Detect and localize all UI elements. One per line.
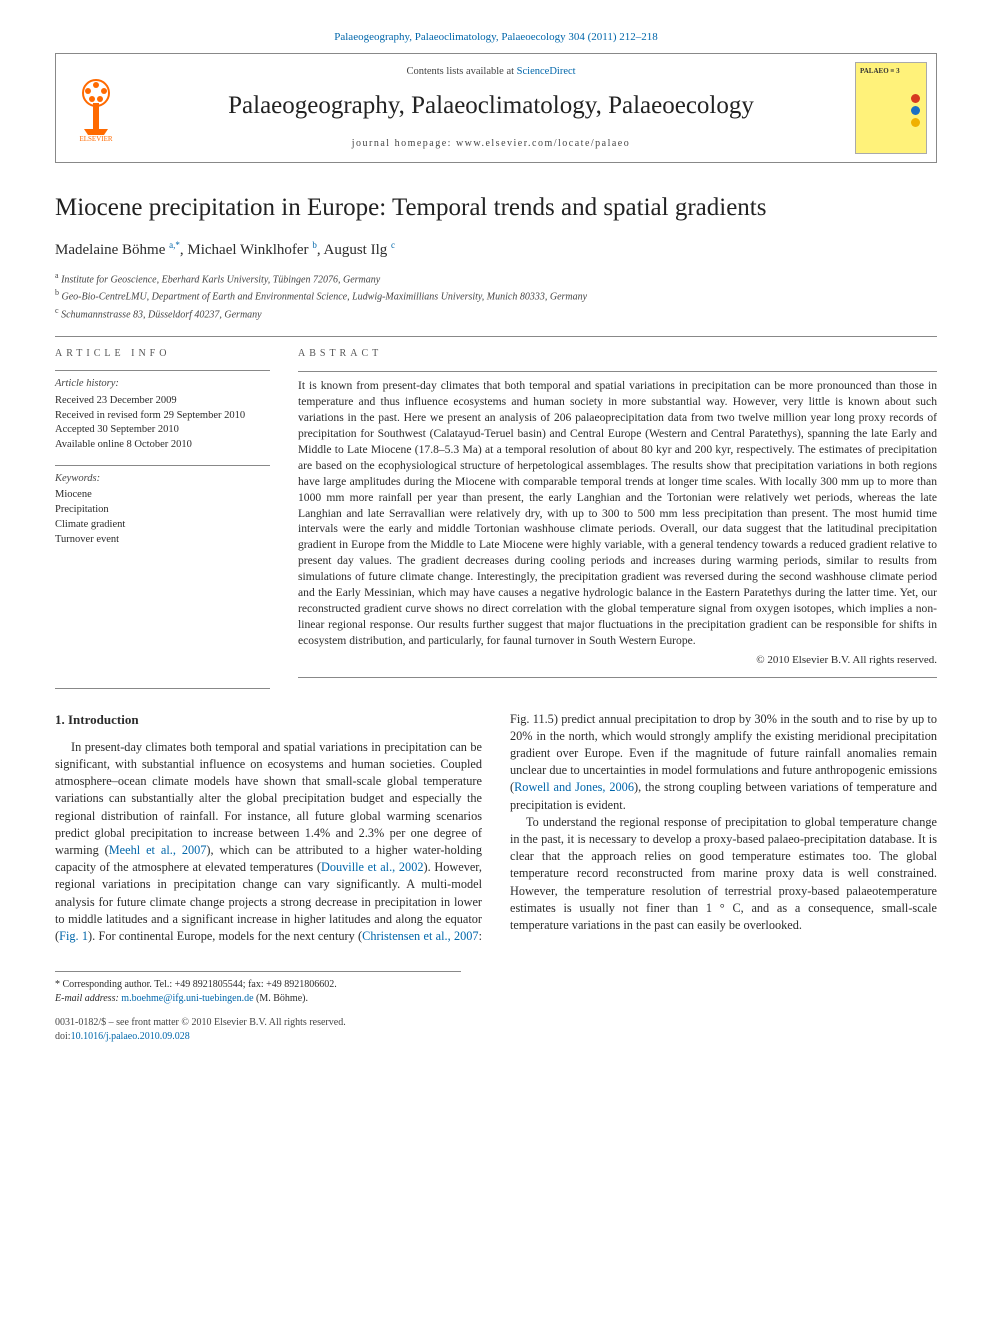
- divider: [55, 370, 270, 371]
- contents-available-line: Contents lists available at ScienceDirec…: [146, 65, 836, 79]
- citation-link[interactable]: Rowell and Jones, 2006: [514, 780, 634, 794]
- corresponding-email-line: E-mail address: m.boehme@ifg.uni-tuebing…: [55, 992, 461, 1006]
- abstract-text: It is known from present-day climates th…: [298, 378, 937, 650]
- journal-homepage-line: journal homepage: www.elsevier.com/locat…: [146, 137, 836, 151]
- journal-cover-thumbnail: PALAEO ≡ 3: [855, 62, 927, 154]
- journal-cover-cell: PALAEO ≡ 3: [846, 54, 936, 162]
- history-line: Received 23 December 2009: [55, 394, 270, 409]
- keyword: Climate gradient: [55, 518, 270, 533]
- cover-dot: [911, 118, 920, 127]
- divider: [298, 677, 937, 678]
- author: Madelaine Böhme a,*: [55, 242, 180, 258]
- info-abstract-row: ARTICLE INFO Article history: Received 2…: [55, 347, 937, 684]
- history-line: Received in revised form 29 September 20…: [55, 409, 270, 424]
- article-info-column: ARTICLE INFO Article history: Received 2…: [55, 347, 270, 684]
- affil-mark: a: [55, 271, 59, 280]
- journal-header-center: Contents lists available at ScienceDirec…: [136, 57, 846, 158]
- corresponding-author-line: * Corresponding author. Tel.: +49 892180…: [55, 978, 461, 992]
- author-affil-mark: b: [312, 240, 317, 250]
- affil-text: Institute for Geoscience, Eberhard Karls…: [61, 274, 380, 285]
- author-affil-mark: a,*: [169, 240, 180, 250]
- journal-name: Palaeogeography, Palaeoclimatology, Pala…: [146, 89, 836, 123]
- history-line: Available online 8 October 2010: [55, 438, 270, 453]
- affil-mark: b: [55, 288, 59, 297]
- publisher-logo-cell: ELSEVIER: [56, 54, 136, 162]
- author-name: Madelaine Böhme: [55, 242, 165, 258]
- cover-label: PALAEO ≡ 3: [860, 67, 900, 76]
- figure-link[interactable]: Fig. 1: [59, 929, 88, 943]
- homepage-url: www.elsevier.com/locate/palaeo: [456, 138, 630, 149]
- body-paragraph: To understand the regional response of p…: [510, 814, 937, 934]
- front-matter-line: 0031-0182/$ – see front matter © 2010 El…: [55, 1016, 937, 1044]
- author: August Ilg c: [324, 242, 396, 258]
- journal-reference: Palaeogeography, Palaeoclimatology, Pala…: [55, 30, 937, 45]
- cover-dot: [911, 94, 920, 103]
- abstract-column: ABSTRACT It is known from present-day cl…: [298, 347, 937, 684]
- affiliation: c Schumannstrasse 83, Düsseldorf 40237, …: [55, 305, 937, 322]
- article-history-block: Article history: Received 23 December 20…: [55, 377, 270, 452]
- affil-text: Schumannstrasse 83, Düsseldorf 40237, Ge…: [61, 309, 262, 320]
- doi-link[interactable]: 10.1016/j.palaeo.2010.09.028: [71, 1031, 190, 1042]
- abstract-heading: ABSTRACT: [298, 347, 937, 361]
- keywords-label: Keywords:: [55, 472, 270, 487]
- doi-label: doi:: [55, 1031, 71, 1042]
- abstract-copyright: © 2010 Elsevier B.V. All rights reserved…: [298, 653, 937, 668]
- author-affil-mark: c: [391, 240, 395, 250]
- elsevier-tree-logo: ELSEVIER: [66, 73, 126, 143]
- citation-link[interactable]: Meehl et al., 2007: [109, 843, 207, 857]
- article-history-label: Article history:: [55, 377, 270, 392]
- body-text: In present-day climates both temporal an…: [55, 740, 482, 857]
- keyword: Turnover event: [55, 533, 270, 548]
- svg-text:ELSEVIER: ELSEVIER: [79, 135, 112, 143]
- journal-header: ELSEVIER Contents lists available at Sci…: [55, 53, 937, 163]
- affiliation: b Geo-Bio-CentreLMU, Department of Earth…: [55, 287, 937, 304]
- author-name: Michael Winklhofer: [187, 242, 308, 258]
- journal-reference-link[interactable]: Palaeogeography, Palaeoclimatology, Pala…: [334, 31, 658, 43]
- author: Michael Winklhofer b: [187, 242, 316, 258]
- author-list: Madelaine Böhme a,*, Michael Winklhofer …: [55, 239, 937, 260]
- section-heading-introduction: 1. Introduction: [55, 711, 482, 729]
- affiliation: a Institute for Geoscience, Eberhard Kar…: [55, 270, 937, 287]
- contents-available-text: Contents lists available at: [406, 66, 516, 77]
- keywords-block: Keywords: Miocene Precipitation Climate …: [55, 472, 270, 547]
- divider: [55, 688, 270, 689]
- body-columns: 1. Introduction In present-day climates …: [55, 711, 937, 946]
- email-suffix: (M. Böhme).: [256, 993, 308, 1004]
- article-title: Miocene precipitation in Europe: Tempora…: [55, 191, 937, 225]
- sciencedirect-link[interactable]: ScienceDirect: [517, 66, 576, 77]
- corresponding-author-footnote: * Corresponding author. Tel.: +49 892180…: [55, 971, 461, 1006]
- affil-mark: c: [55, 306, 59, 315]
- doi-line: doi:10.1016/j.palaeo.2010.09.028: [55, 1030, 937, 1044]
- divider: [55, 336, 937, 337]
- article-info-heading: ARTICLE INFO: [55, 347, 270, 361]
- email-label: E-mail address:: [55, 993, 119, 1004]
- body-text: ). For continental Europe, models for th…: [88, 929, 362, 943]
- affil-text: Geo-Bio-CentreLMU, Department of Earth a…: [62, 292, 588, 303]
- affiliation-list: a Institute for Geoscience, Eberhard Kar…: [55, 270, 937, 322]
- citation-link[interactable]: Christensen et al., 2007: [362, 929, 478, 943]
- author-name: August Ilg: [324, 242, 388, 258]
- history-line: Accepted 30 September 2010: [55, 423, 270, 438]
- keyword: Precipitation: [55, 503, 270, 518]
- citation-link[interactable]: Douville et al., 2002: [321, 860, 424, 874]
- keyword: Miocene: [55, 488, 270, 503]
- cover-dots: [911, 91, 920, 130]
- email-link[interactable]: m.boehme@ifg.uni-tuebingen.de: [121, 993, 253, 1004]
- divider: [298, 371, 937, 372]
- issn-line: 0031-0182/$ – see front matter © 2010 El…: [55, 1016, 937, 1030]
- divider: [55, 465, 270, 466]
- homepage-prefix: journal homepage:: [352, 138, 456, 149]
- cover-dot: [911, 106, 920, 115]
